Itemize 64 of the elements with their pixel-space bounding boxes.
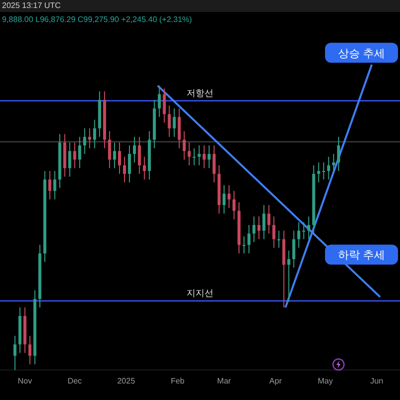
candlestick: [222, 184, 226, 214]
candlestick: [158, 85, 161, 118]
candlestick: [337, 136, 340, 172]
candlestick: [83, 128, 86, 154]
label-callout: 하락 추세: [325, 244, 398, 265]
candlestick: [53, 170, 56, 200]
candlestick: [68, 142, 72, 178]
x-tick-label: 2025: [117, 376, 136, 386]
candlestick: [188, 142, 191, 166]
candlestick: [108, 130, 112, 169]
candlestick: [307, 216, 310, 240]
candlestick: [262, 204, 266, 240]
candlestick: [228, 184, 231, 208]
candlestick: [128, 144, 131, 183]
candlestick: [272, 216, 276, 248]
candlestick: [317, 162, 320, 183]
candlestick: [113, 142, 116, 169]
candlestick: [138, 136, 141, 174]
candlestick: [178, 108, 181, 149]
candlestick: [28, 335, 32, 365]
text: 2025 13:17 UTC: [2, 0, 61, 11]
text: 9,888.00 L96,876.29 C99,275.90 +2,245.40 (+2.31%): [2, 14, 192, 25]
candlestick: [257, 216, 260, 240]
candlestick: [132, 136, 136, 163]
candlestick: [162, 88, 166, 124]
candlestick: [212, 144, 216, 183]
candlestick: [322, 162, 326, 180]
x-tick-label: Dec: [68, 376, 82, 386]
candlestick: [247, 224, 250, 254]
candlestick: [287, 250, 290, 302]
candlestick: [78, 136, 82, 169]
candlestick: [327, 156, 330, 180]
candlestick: [242, 236, 246, 254]
x-tick-label: Feb: [170, 376, 186, 386]
x-tick-label: Apr: [269, 376, 282, 386]
candlestick: [13, 335, 16, 370]
annotation: 하락 추세: [338, 250, 386, 262]
ref-line-label: 지지선: [186, 288, 214, 298]
candlestick: [118, 142, 121, 174]
candlestick: [267, 204, 270, 234]
x-tick-label: May: [318, 376, 333, 386]
candlestick: [172, 108, 176, 138]
candlestick: [142, 156, 146, 180]
ref-line-label: 저항선: [186, 88, 214, 98]
x-tick-label: Nov: [18, 376, 32, 386]
candlestick: [122, 156, 126, 183]
x-tick-label: Mar: [217, 376, 232, 386]
label-callout: 상승 추세: [325, 42, 398, 63]
candlestick: [332, 153, 336, 174]
candlestick: [182, 130, 186, 160]
candlestick: [277, 230, 280, 248]
candlestick: [252, 216, 256, 243]
candlestick: [168, 105, 171, 138]
candlestick: [202, 144, 206, 169]
annotation: 상승 추세: [338, 48, 386, 60]
x-tick-label: Jun: [370, 376, 384, 386]
candlestick: [198, 144, 201, 166]
candlestick: [73, 142, 76, 169]
candlestick: [192, 148, 196, 166]
candlestick: [232, 190, 236, 220]
candlestick: [292, 230, 296, 268]
candlestick: [48, 170, 52, 200]
candlestick: [208, 144, 211, 169]
candlestick: [93, 119, 96, 149]
